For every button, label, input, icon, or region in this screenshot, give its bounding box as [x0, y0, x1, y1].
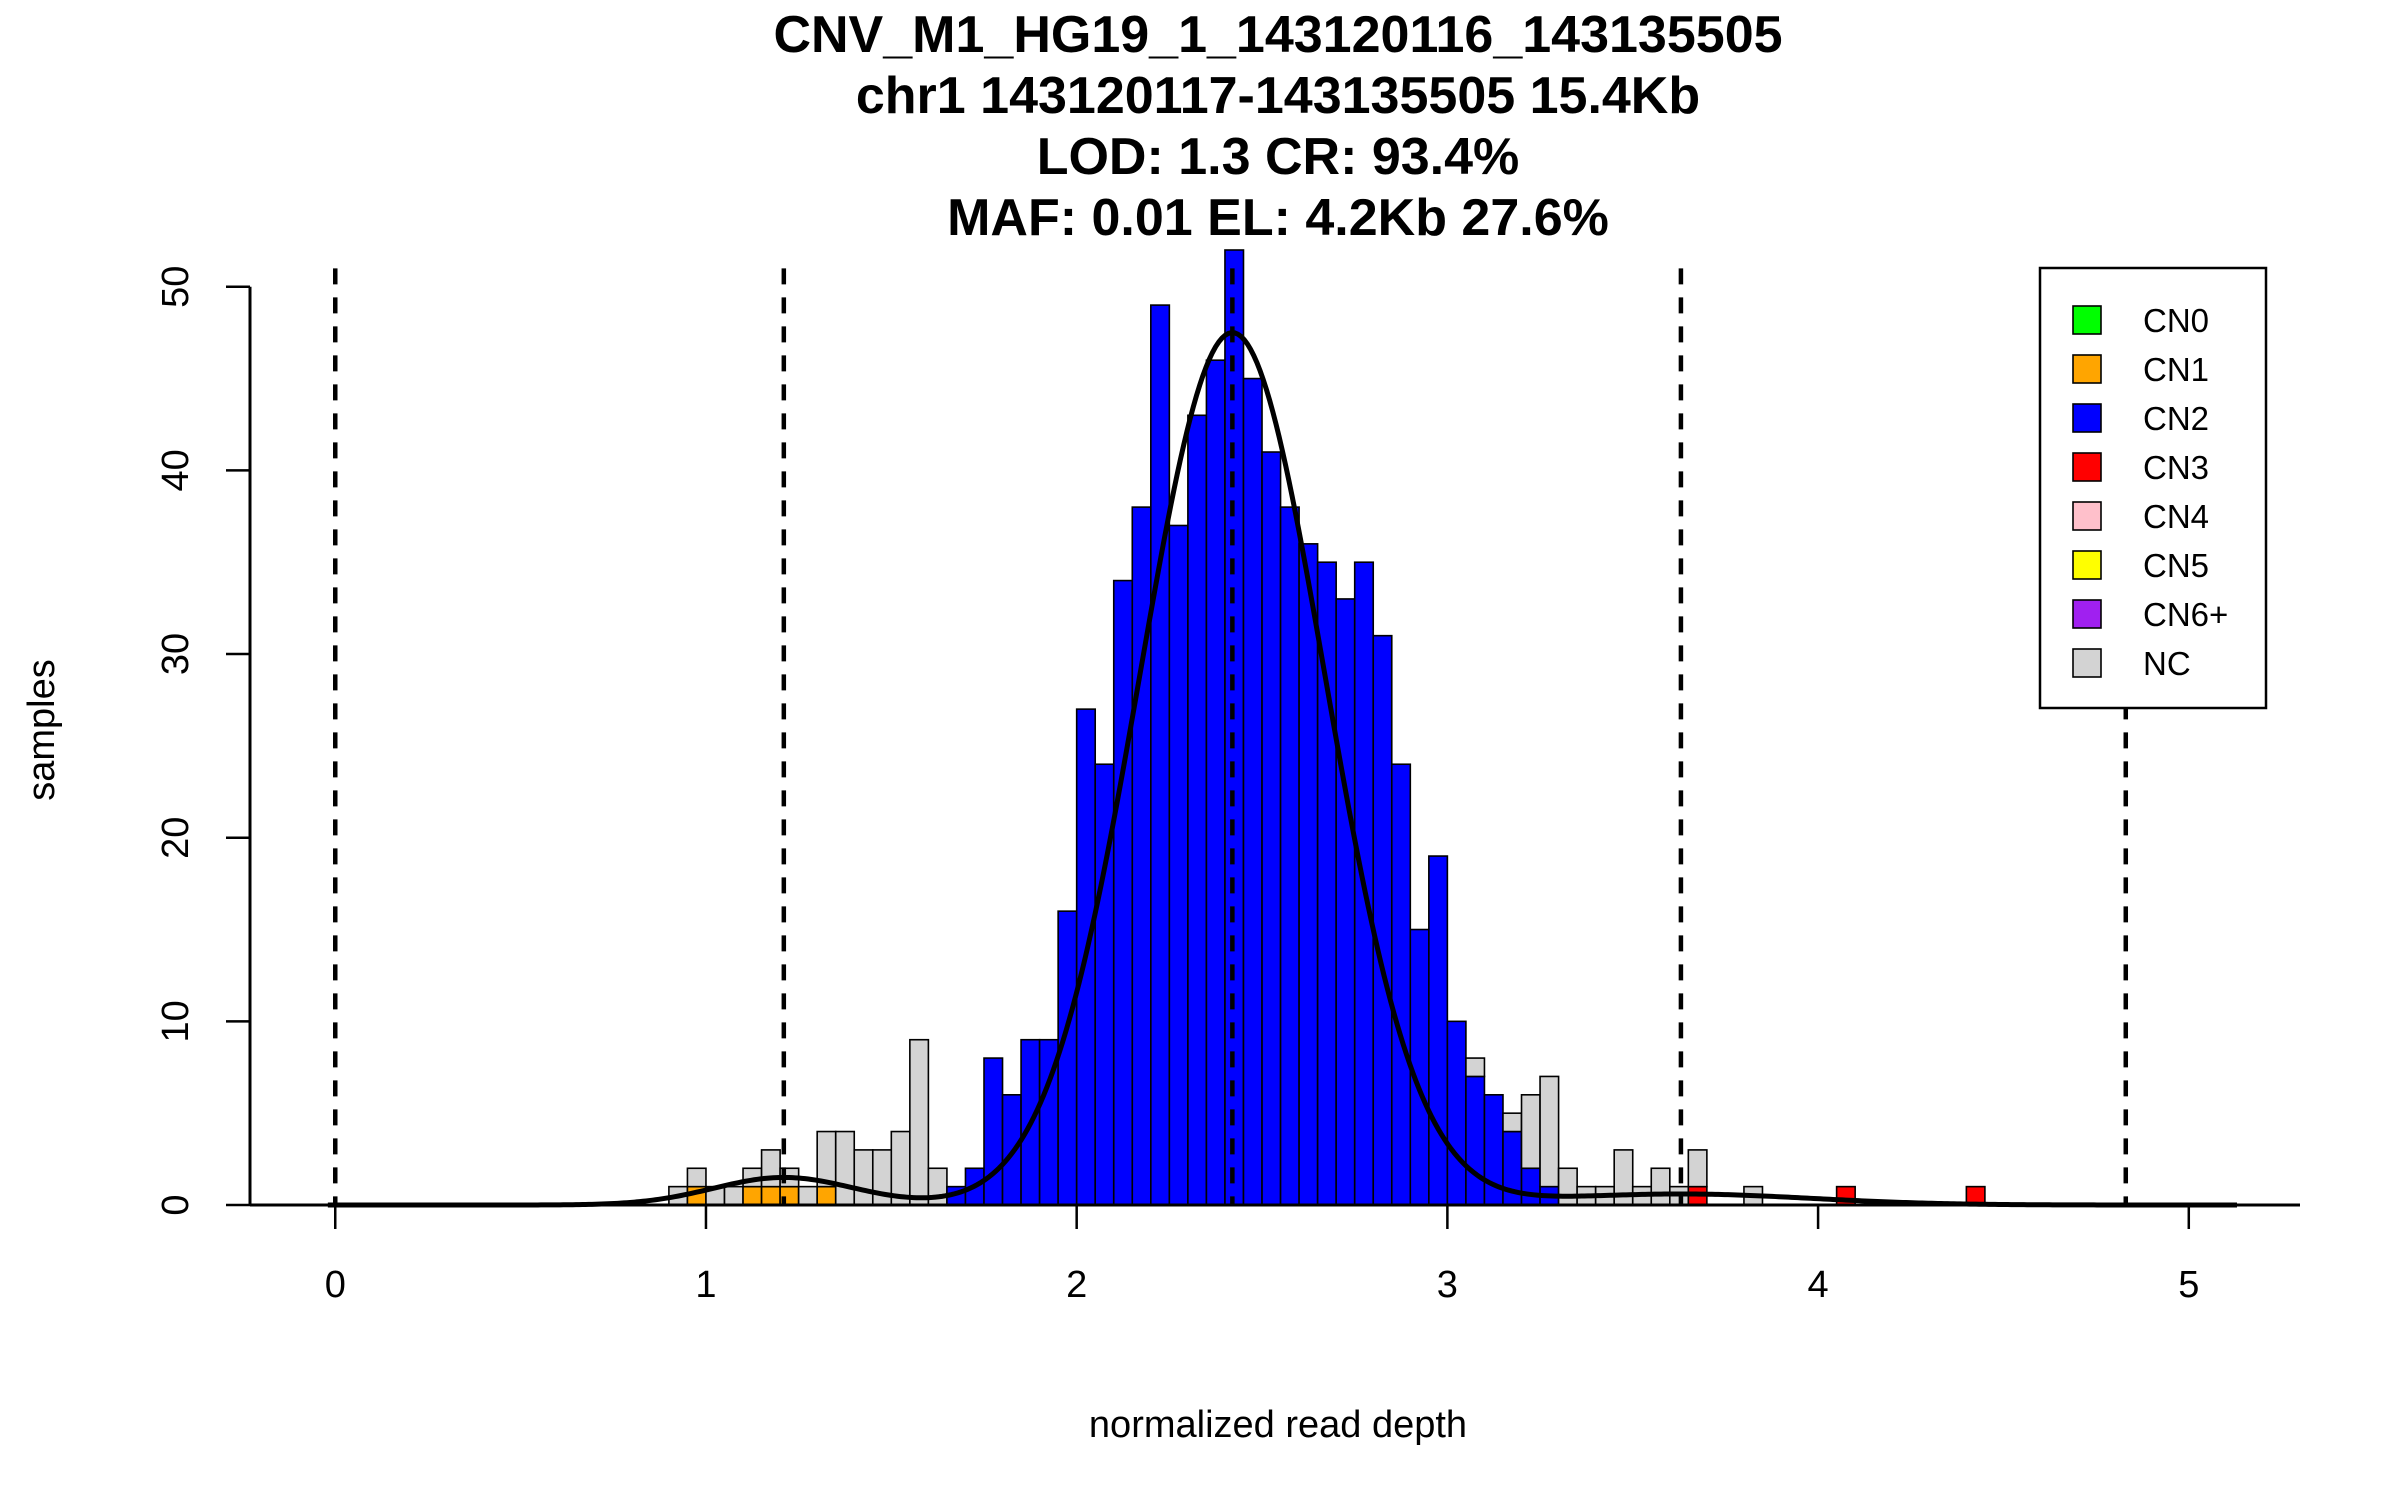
- legend-label: CN4: [2143, 498, 2209, 535]
- histogram-bar-cn2: [1261, 451, 1282, 1206]
- histogram-bar-nc: [1650, 1167, 1671, 1206]
- histogram-bar-cn2: [1279, 506, 1300, 1206]
- x-axis-label: normalized read depth: [1089, 1404, 1467, 1446]
- histogram-bar-cn2: [1390, 763, 1412, 1206]
- histogram-bar-nc: [1520, 1094, 1541, 1170]
- histogram-bar-cn1: [760, 1185, 781, 1206]
- y-axis: 0 10 20 30 40 50: [155, 266, 252, 1216]
- density-curve-layer: [327, 330, 2237, 1208]
- x-tick-label: 1: [695, 1264, 716, 1306]
- histogram-bar-nc: [723, 1185, 744, 1206]
- histogram-bar-nc: [1502, 1112, 1523, 1133]
- legend-swatch: [2072, 599, 2102, 629]
- legend-label: NC: [2143, 645, 2191, 682]
- histogram-bar-nc: [909, 1038, 930, 1206]
- legend-swatch: [2072, 354, 2102, 384]
- histogram-bar-cn1: [742, 1185, 763, 1206]
- legend-swatch: [2072, 648, 2102, 678]
- histogram-bar-cn2: [1372, 634, 1393, 1206]
- histogram-bar-cn2: [1112, 579, 1134, 1206]
- x-tick-label: 2: [1066, 1264, 1087, 1306]
- y-tick-label: 0: [155, 1194, 197, 1215]
- histogram-bar-cn2: [1057, 910, 1078, 1206]
- y-tick-label: 40: [155, 449, 197, 491]
- histogram-bar-nc: [1557, 1167, 1578, 1206]
- y-tick-label: 50: [155, 266, 197, 308]
- histogram-bar-nc: [834, 1130, 856, 1206]
- x-axis: 0 1 2 3 4 5: [250, 1203, 2300, 1306]
- x-tick-label: 0: [325, 1264, 346, 1306]
- histogram-bar-cn2: [1168, 524, 1189, 1206]
- x-tick-label: 5: [2178, 1264, 2199, 1306]
- y-tick-label: 10: [155, 1000, 197, 1042]
- x-tick-label: 3: [1437, 1264, 1458, 1306]
- legend-swatch: [2072, 452, 2102, 482]
- histogram-bar-cn2: [1446, 1020, 1467, 1206]
- histogram-bar-cn2: [1150, 304, 1171, 1206]
- histogram-bar-cn2: [1520, 1167, 1541, 1206]
- legend-label: CN3: [2143, 449, 2209, 486]
- histogram-bar-cn2: [983, 1057, 1004, 1206]
- legend-box: [2038, 266, 2268, 710]
- legend: CN0 CN1 CN2 CN3 CN4 CN5 CN6+ NC: [2038, 266, 2268, 710]
- legend-label: CN1: [2143, 351, 2209, 388]
- x-tick-label: 4: [1808, 1264, 1829, 1306]
- histogram-bar-nc: [686, 1167, 707, 1188]
- legend-swatch: [2072, 305, 2102, 335]
- histogram-bar-nc: [1687, 1149, 1708, 1188]
- histogram-bar-nc: [1465, 1057, 1486, 1078]
- histogram-bar-cn2: [1187, 414, 1208, 1206]
- legend-label: CN0: [2143, 302, 2209, 339]
- legend-swatch: [2072, 403, 2102, 433]
- histogram-bar-cn2: [1298, 543, 1319, 1206]
- y-tick-label: 30: [155, 633, 197, 675]
- histogram-bar-cn2: [1131, 506, 1152, 1206]
- chart-title-line-3: LOD: 1.3 CR: 93.4%: [1037, 128, 1520, 186]
- histogram-bar-nc: [760, 1149, 781, 1188]
- y-axis-label: samples: [21, 659, 63, 801]
- legend-swatch: [2072, 550, 2102, 580]
- chart-title-line-2: chr1 143120117-143135505 15.4Kb: [856, 67, 1700, 125]
- legend-label: CN5: [2143, 547, 2209, 584]
- y-tick-label: 20: [155, 817, 197, 859]
- histogram-bar-nc: [853, 1149, 874, 1206]
- chart-title-line-1: CNV_M1_HG19_1_143120116_143135505: [773, 6, 1782, 64]
- legend-label: CN2: [2143, 400, 2209, 437]
- histogram-bar-cn2: [1205, 359, 1226, 1206]
- histogram-bar-cn2: [1428, 855, 1449, 1206]
- density-curve: [327, 330, 2237, 1208]
- legend-swatch: [2072, 501, 2102, 531]
- histogram-bar-nc: [1539, 1075, 1560, 1188]
- histogram-bar-cn2: [1242, 377, 1263, 1206]
- chart-title-line-4: MAF: 0.01 EL: 4.2Kb 27.6%: [947, 189, 1609, 247]
- histogram-bar-nc: [797, 1185, 818, 1206]
- histogram-bar-cn2: [1465, 1075, 1486, 1206]
- histogram-bar-cn1: [816, 1185, 837, 1206]
- legend-label: CN6+: [2143, 596, 2228, 633]
- histogram-bar-cn2: [1335, 598, 1356, 1206]
